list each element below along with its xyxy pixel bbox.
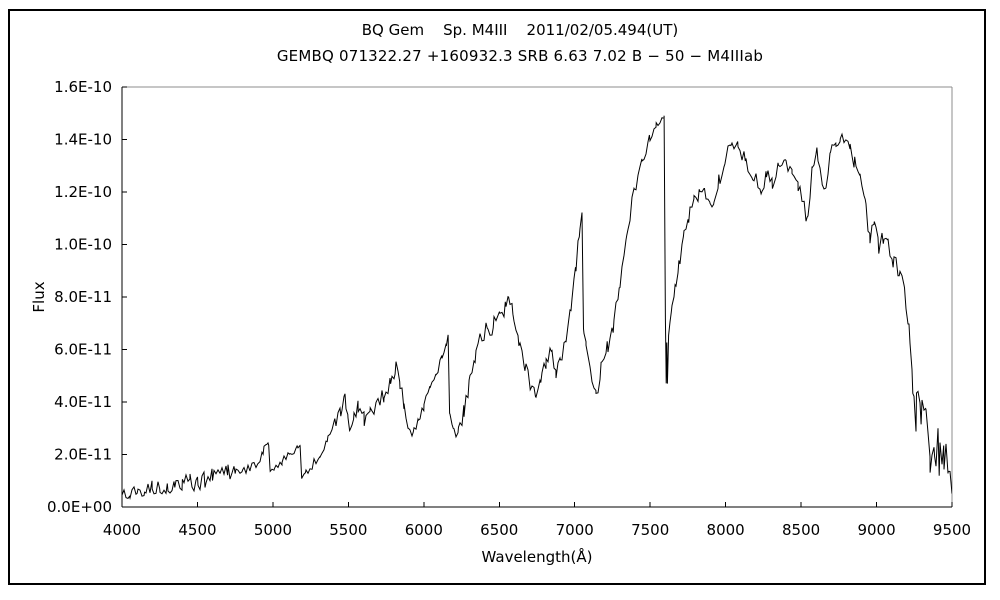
x-axis-label: Wavelength(Å) — [481, 548, 593, 566]
chart-title: BQ Gem Sp. M4III 2011/02/05.494(UT) — [361, 21, 679, 39]
x-tick-label: 4000 — [103, 521, 141, 539]
x-tick-label: 6500 — [480, 521, 518, 539]
x-tick-label: 9500 — [933, 521, 971, 539]
chart-title-block: BQ Gem Sp. M4III 2011/02/05.494(UT) GEMB… — [70, 0, 970, 64]
y-tick-label: 0.0E+00 — [47, 498, 112, 516]
chart-subtitle: GEMBQ 071322.27 +160932.3 SRB 6.63 7.02 … — [276, 47, 764, 65]
spectrum-trace — [122, 115, 952, 501]
y-tick-label: 6.0E-11 — [54, 341, 112, 359]
y-tick-label: 1.6E-10 — [54, 78, 112, 96]
x-tick-label: 7500 — [631, 521, 669, 539]
x-tick-label: 5000 — [254, 521, 292, 539]
x-tick-label: 7000 — [556, 521, 594, 539]
x-tick-label: 8500 — [782, 521, 820, 539]
y-tick-label: 1.0E-10 — [54, 236, 112, 254]
x-tick-label: 5500 — [329, 521, 367, 539]
x-tick-label: 8000 — [707, 521, 745, 539]
x-tick-label: 4500 — [178, 521, 216, 539]
y-tick-label: 4.0E-11 — [54, 393, 112, 411]
y-tick-label: 2.0E-11 — [54, 446, 112, 464]
y-tick-label: 8.0E-11 — [54, 288, 112, 306]
x-tick-label: 6000 — [405, 521, 443, 539]
x-tick-label: 9000 — [857, 521, 895, 539]
y-axis-label: Flux — [30, 281, 48, 313]
y-tick-label: 1.4E-10 — [54, 131, 112, 149]
y-tick-label: 1.2E-10 — [54, 183, 112, 201]
